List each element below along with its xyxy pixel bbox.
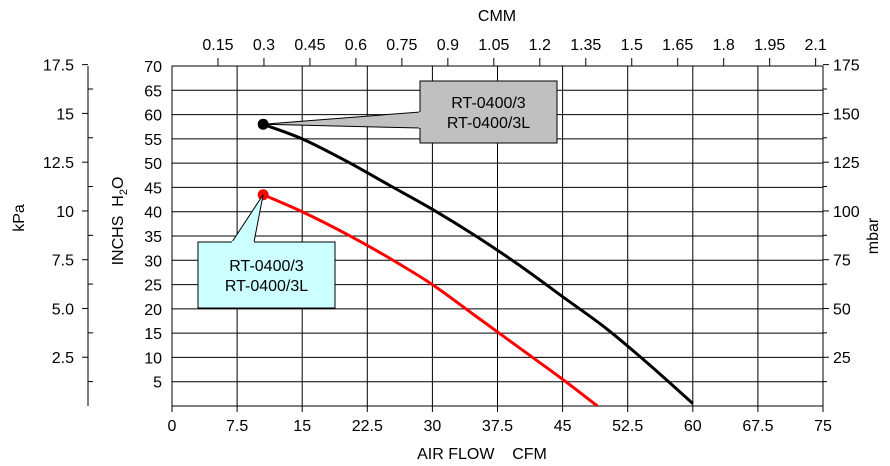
callout-label-line2: RT-0400/3L (447, 115, 530, 132)
series-lines (257, 118, 694, 408)
inner-tick-label: 25 (144, 278, 162, 295)
mbar-tick-label: 75 (833, 253, 851, 270)
top-tick-label: 1.35 (570, 37, 601, 54)
inner-tick-label: 20 (144, 302, 162, 319)
bottom-tick-label: 75 (814, 418, 832, 435)
kpa-tick-label: 5.0 (52, 301, 74, 318)
top-tick-label: 0.3 (253, 37, 275, 54)
kpa-tick-label: 15 (56, 106, 74, 123)
mbar-tick-label: 125 (833, 155, 860, 172)
plot-frame (171, 65, 824, 407)
bottom-tick-label: 0 (168, 418, 177, 435)
callout-box (197, 241, 336, 309)
annotations: RT-0400/3 RT-0400/3L RT-0400/3 RT-0400/3L (197, 80, 558, 309)
kpa-tick-label: 2.5 (52, 350, 74, 367)
kpa-tick-label: 10 (56, 204, 74, 221)
bottom-tick-label: 67.5 (742, 418, 773, 435)
bottom-tick-label: 45 (554, 418, 572, 435)
mbar-tick-label: 50 (833, 301, 851, 318)
bottom-tick-label: 7.5 (226, 418, 248, 435)
top-tick-label: 1.2 (529, 37, 551, 54)
inner-tick-label: 15 (144, 326, 162, 343)
top-tick-label: 1.95 (754, 37, 785, 54)
series-line (262, 193, 599, 408)
inner-axis-label-main: INCHS H (110, 195, 127, 265)
inner-tick-label: 55 (144, 132, 162, 149)
inner-tick-label: 30 (144, 253, 162, 270)
mbar-tick-label: 25 (833, 350, 851, 367)
bottom-tick-label: 15 (293, 418, 311, 435)
top-axis-label: CMM (478, 8, 516, 25)
inner-inches-axis-label: INCHS H2O (110, 177, 130, 266)
kpa-tick-label: 12.5 (43, 155, 74, 172)
bottom-tick-label: 37.5 (482, 418, 513, 435)
top-tick-label: 0.45 (294, 37, 325, 54)
top-tick-label: 0.15 (202, 37, 233, 54)
bottom-tick-label: 30 (424, 418, 442, 435)
mbar-tick-label: 150 (833, 106, 860, 123)
top-tick-label: 0.75 (386, 37, 417, 54)
kpa-tick-label: 17.5 (43, 58, 74, 75)
inner-tick-label: 35 (144, 229, 162, 246)
inner-tick-label: 45 (144, 180, 162, 197)
right-mbar-axis-label: mbar (865, 217, 882, 254)
mbar-tick-label: 175 (833, 58, 860, 75)
inner-tick-label: 5 (153, 375, 162, 392)
tick-labels: 0 7.5 15 22.5 30 37.5 45 52.5 60 67.5 755101520253… (43, 37, 860, 435)
bottom-tick-label: 52.5 (612, 418, 643, 435)
inner-tick-label: 50 (144, 156, 162, 173)
inner-tick-label: 65 (144, 83, 162, 100)
kpa-tick-label: 7.5 (52, 253, 74, 270)
top-tick-label: 1.8 (713, 37, 735, 54)
left-kpa-axis-label: kPa (11, 204, 28, 232)
top-tick-label: 1.05 (478, 37, 509, 54)
mbar-tick-label: 100 (833, 204, 860, 221)
inner-axis-label-subscript: 2 (118, 189, 130, 195)
callout-label-line2: RT-0400/3L (225, 278, 308, 295)
top-tick-label: 1.5 (621, 37, 643, 54)
top-tick-label: 0.9 (437, 37, 459, 54)
callout-label-line1: RT-0400/3 (451, 95, 526, 112)
top-tick-label: 0.6 (345, 37, 367, 54)
top-tick-label: 2.1 (805, 37, 827, 54)
top-tick-label: 1.65 (662, 37, 693, 54)
inner-tick-label: 60 (144, 108, 162, 125)
bottom-axis-label: AIR FLOW CFM (417, 446, 547, 463)
inner-tick-label: 70 (144, 59, 162, 76)
callout-label-line1: RT-0400/3 (229, 258, 304, 275)
inner-tick-label: 40 (144, 205, 162, 222)
bottom-tick-label: 60 (684, 418, 702, 435)
series-line (262, 122, 694, 405)
inner-tick-label: 10 (144, 350, 162, 367)
bottom-tick-label: 22.5 (352, 418, 383, 435)
callout-box (419, 80, 558, 144)
inner-axis-label-tail: O (110, 177, 127, 189)
